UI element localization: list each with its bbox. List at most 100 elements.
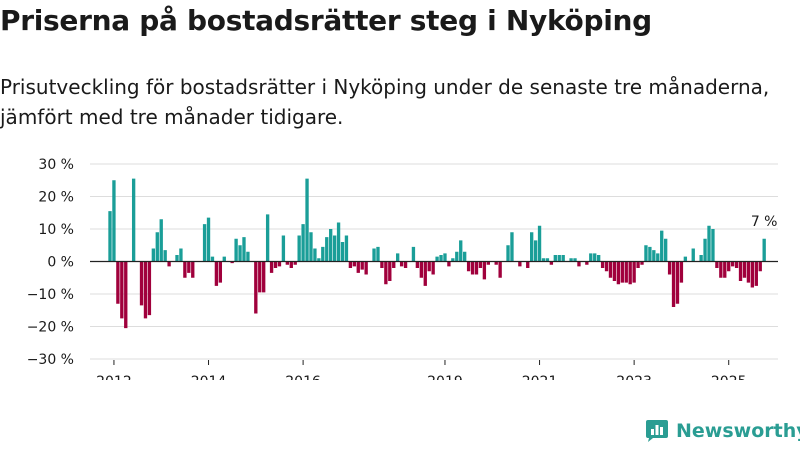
bar (167, 261, 171, 267)
bar (530, 232, 534, 262)
bar (155, 232, 159, 262)
bar (719, 261, 723, 278)
bar (147, 261, 152, 316)
bar (742, 261, 747, 278)
bar (112, 180, 116, 262)
bar (447, 261, 451, 267)
bar (648, 246, 652, 262)
bar (399, 261, 404, 267)
bar (317, 258, 321, 262)
bar (206, 217, 211, 262)
bar (628, 261, 632, 285)
bar (372, 248, 376, 262)
bar (313, 248, 317, 262)
bar (360, 261, 364, 270)
bar (612, 261, 617, 281)
bar (273, 261, 278, 268)
bar (561, 255, 565, 262)
bar (478, 261, 483, 268)
bar (431, 261, 435, 275)
bar (557, 255, 561, 262)
newsworthy-logo-icon (646, 420, 668, 442)
bar (482, 261, 487, 280)
bar (179, 248, 183, 262)
bar (494, 261, 498, 265)
bar (151, 248, 156, 262)
y-tick-label: 20 % (38, 190, 74, 206)
bar (238, 245, 242, 262)
bar (116, 261, 120, 304)
bar (293, 261, 297, 265)
bar (419, 261, 423, 278)
bar (443, 253, 447, 262)
bar (191, 261, 195, 278)
x-tick-label: 2014 (191, 374, 227, 380)
bar (585, 261, 589, 265)
bar (691, 248, 695, 262)
bar (600, 261, 605, 268)
bar (506, 245, 510, 262)
bar (108, 211, 112, 262)
bar (671, 261, 676, 307)
bar (451, 258, 455, 262)
bar (660, 230, 664, 262)
x-tick-label: 2016 (285, 374, 321, 380)
bar (120, 261, 124, 319)
bar (139, 261, 144, 306)
bar (202, 224, 207, 262)
x-tick-label: 2012 (96, 374, 132, 380)
bar (727, 261, 731, 272)
bar (352, 261, 356, 267)
x-tick-label: 2021 (522, 374, 558, 380)
brand-logo: Newsworthy (644, 418, 800, 444)
bar (636, 261, 640, 268)
bar (439, 255, 443, 262)
bar (309, 232, 313, 262)
bar (305, 178, 309, 262)
bar (656, 253, 660, 262)
bar (262, 261, 266, 293)
bar (242, 237, 246, 262)
bar (711, 229, 715, 262)
bar (336, 222, 341, 262)
bar (762, 238, 766, 262)
x-tick-label: 2023 (616, 374, 652, 380)
y-tick-label: −30 % (27, 352, 74, 368)
bar (265, 214, 270, 262)
bar (466, 261, 471, 272)
bar (380, 261, 384, 268)
bar (620, 261, 624, 283)
bar (415, 261, 420, 268)
bar (455, 251, 459, 262)
bar (510, 232, 514, 262)
bar (297, 235, 301, 262)
bar (183, 261, 187, 278)
bar (707, 225, 711, 262)
bar (526, 261, 530, 268)
bar (734, 261, 739, 268)
bar (632, 261, 636, 283)
bar (644, 245, 648, 262)
bar (715, 261, 719, 268)
bar (124, 261, 128, 329)
bar (159, 219, 163, 262)
x-tick-label: 2025 (711, 374, 747, 380)
bar (486, 261, 490, 265)
bar (269, 261, 274, 273)
bar (254, 261, 258, 314)
bar (699, 255, 703, 262)
bar (332, 235, 337, 262)
bar (234, 238, 238, 262)
bar (533, 240, 538, 262)
bar (616, 261, 621, 285)
chart-subtitle: Prisutveckling för bostadsrätter i Nyköp… (0, 75, 770, 129)
bar (553, 255, 557, 262)
y-tick-label: −10 % (27, 287, 74, 303)
bar (427, 261, 431, 272)
bar (285, 261, 290, 265)
bar (537, 225, 542, 262)
last-value-label: 7 % (751, 214, 778, 230)
bar (281, 235, 286, 262)
bar (463, 251, 467, 262)
bar (214, 261, 219, 286)
